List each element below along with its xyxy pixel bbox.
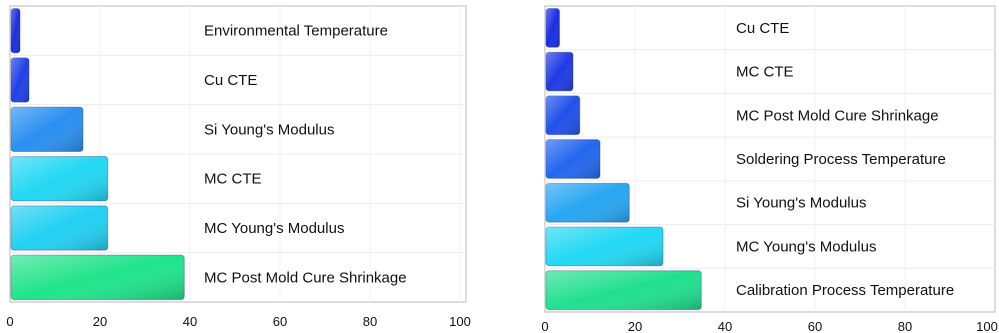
category-label: Cu CTE	[736, 20, 789, 37]
bar-highlight	[546, 227, 663, 266]
category-label: MC Young's Modulus	[736, 238, 876, 255]
x-tick-label: 60	[273, 314, 287, 329]
bar-highlight	[11, 205, 108, 251]
category-label: MC CTE	[204, 171, 262, 188]
category-label: Si Young's Modulus	[204, 121, 334, 138]
category-label: Calibration Process Temperature	[736, 282, 954, 299]
x-tick-label: 40	[718, 319, 732, 333]
x-tick-label: 80	[898, 319, 912, 333]
x-tick-label: 100	[449, 314, 471, 329]
bar-highlight	[11, 57, 29, 103]
bar-highlight	[546, 139, 600, 179]
category-label: MC CTE	[736, 64, 794, 81]
category-label: Cu CTE	[204, 72, 257, 89]
right-bar-chart: Cu CTE MC CTE MC Post Mold Cure Shrinkage S…	[541, 5, 998, 333]
bar-highlight	[11, 255, 185, 300]
x-tick-label: 0	[541, 319, 548, 333]
x-tick-label: 20	[628, 319, 642, 333]
category-label: Si Young's Modulus	[736, 195, 866, 212]
category-label: MC Young's Modulus	[204, 220, 344, 237]
x-tick-label: 20	[93, 314, 107, 329]
category-label: MC Post Mold Cure Shrinkage	[736, 107, 939, 124]
bar-highlight	[546, 95, 580, 135]
category-label: Soldering Process Temperature	[736, 151, 946, 168]
bar-highlight	[11, 156, 108, 201]
x-tick-label: 80	[363, 314, 377, 329]
bar-highlight	[546, 8, 560, 48]
x-tick-label: 60	[808, 319, 822, 333]
bar-highlight	[546, 52, 573, 91]
category-label: MC Post Mold Cure Shrinkage	[204, 269, 407, 286]
bar-highlight	[11, 8, 20, 53]
bar-highlight	[546, 183, 630, 223]
x-tick-label: 100	[976, 319, 998, 333]
bar-highlight	[11, 107, 83, 152]
left-bar-chart: Environmental Temperature Cu CTE Si Young'…	[6, 5, 471, 329]
category-label: Environmental Temperature	[204, 23, 388, 40]
bar-highlight	[546, 270, 702, 310]
x-tick-label: 0	[6, 314, 13, 329]
x-tick-label: 40	[183, 314, 197, 329]
